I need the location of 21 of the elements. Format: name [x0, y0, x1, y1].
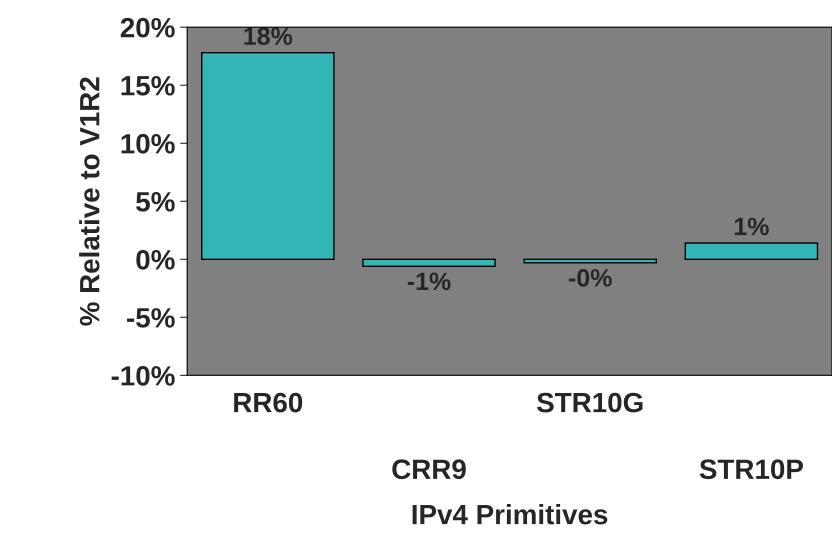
y-tick-label: 10% — [122, 134, 175, 154]
data-label: -0% — [568, 269, 612, 287]
data-label: 18% — [244, 27, 292, 46]
y-tick-label: 20% — [120, 18, 175, 38]
bar — [523, 258, 657, 264]
x-axis-title: IPv4 Primitives — [412, 504, 608, 524]
bar — [362, 258, 496, 267]
y-tick-label: 15% — [122, 76, 175, 96]
x-tick-label: CRR9 — [392, 459, 466, 480]
y-tick-label: -10% — [112, 366, 175, 386]
x-tick-label: STR10P — [700, 459, 803, 480]
bar — [684, 242, 818, 260]
data-label: -1% — [408, 272, 451, 290]
y-axis-title: % Relative to V1R2 — [79, 77, 100, 326]
y-tick-label: 5% — [136, 192, 175, 212]
bar — [201, 52, 335, 260]
x-tick-label: STR10G — [536, 392, 643, 412]
x-tick-label: RR60 — [234, 392, 302, 412]
y-tick-label: 0% — [136, 250, 175, 270]
y-tick-label: -5% — [127, 308, 175, 328]
data-label: 1% — [734, 218, 769, 236]
